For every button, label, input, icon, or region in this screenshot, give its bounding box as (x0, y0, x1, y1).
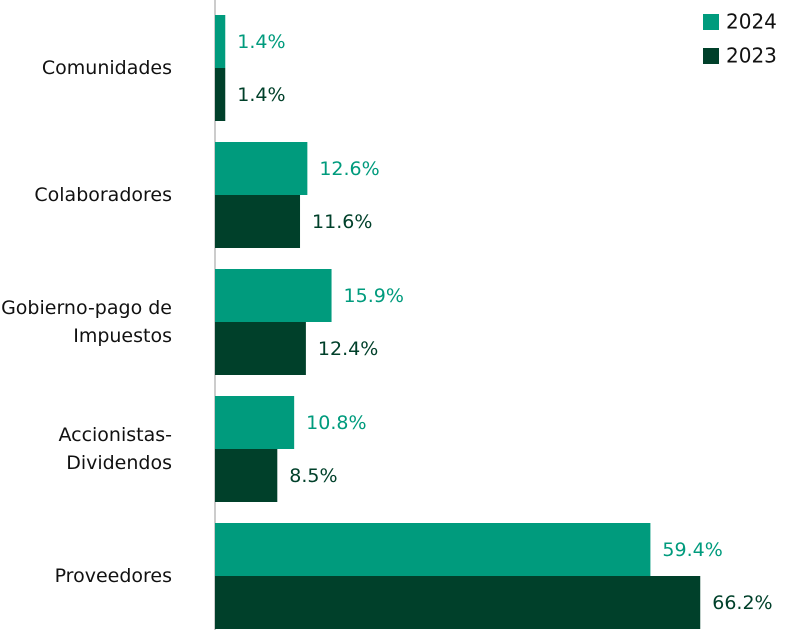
value-label: 1.4% (237, 84, 285, 106)
value-label: 12.6% (319, 158, 379, 180)
legend-label: 2023 (726, 44, 777, 68)
value-label: 10.8% (306, 412, 366, 434)
category-label: Comunidades (41, 57, 172, 79)
value-label: 8.5% (289, 465, 337, 487)
legend-swatch (703, 48, 719, 64)
bar (215, 396, 295, 449)
bar (215, 523, 651, 576)
value-label: 1.4% (237, 31, 285, 53)
bar (215, 15, 226, 68)
category-label: Colaboradores (34, 184, 172, 206)
bar (215, 195, 301, 248)
category-label: Proveedores (54, 565, 172, 587)
value-label: 12.4% (318, 338, 378, 360)
bar (215, 449, 278, 502)
value-label: 66.2% (712, 592, 772, 614)
value-label: 59.4% (662, 539, 722, 561)
category-label: Gobierno-pago de Impuestos (1, 297, 172, 347)
legend-label: 2024 (726, 10, 777, 34)
category-label: Accionistas-Dividendos (58, 424, 172, 474)
bar (215, 576, 701, 629)
value-label: 15.9% (344, 285, 404, 307)
legend-swatch (703, 14, 719, 30)
bar (215, 68, 226, 121)
bar (215, 269, 332, 322)
bar (215, 142, 308, 195)
value-label: 11.6% (312, 211, 372, 233)
bar (215, 322, 306, 375)
